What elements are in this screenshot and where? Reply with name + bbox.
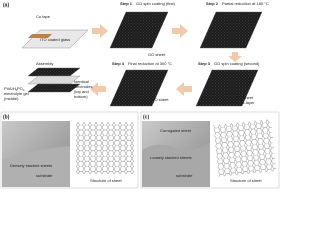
step-2: Step 2 Partial reduction at 180 °C	[199, 1, 269, 49]
annotation: Cu tape	[36, 14, 51, 19]
step-desc: GO spin coating (second)	[214, 61, 260, 66]
panel-label: (a)	[3, 2, 9, 8]
caption: Structure of sheet	[230, 178, 262, 183]
annotation: GO sheet	[236, 95, 254, 100]
annotation-sub: 4	[23, 89, 25, 92]
annotation: Assembly	[36, 61, 53, 66]
panel-frame	[0, 111, 139, 189]
slab	[195, 69, 259, 107]
step-title: Step 1	[120, 1, 133, 6]
annotation: substrate	[176, 173, 193, 178]
annotation: Identical	[74, 79, 89, 84]
step-title: Step 3	[198, 61, 211, 66]
annotation: ITO coated glass	[40, 37, 70, 42]
panel-label: (b)	[3, 114, 10, 120]
step-title: Step 4	[112, 61, 125, 66]
annotation: multi-layer	[236, 100, 255, 105]
step-desc: GO spin coating (first)	[136, 1, 176, 6]
panel-label: (c)	[143, 114, 149, 120]
arrows	[90, 24, 242, 96]
annotation: PO	[17, 86, 23, 91]
sem-layer	[2, 146, 70, 187]
step-desc: Final reduction at 300 °C	[128, 61, 172, 66]
step-4: Step 4 Final reduction at 300 °C rGO she…	[109, 61, 172, 107]
annotation: substrate	[36, 173, 53, 178]
slab	[109, 69, 169, 107]
slab	[199, 11, 263, 49]
annotation: (top and	[74, 89, 89, 94]
annotation: Loosely stacked sheets	[150, 155, 192, 160]
step-3: Step 3 GO spin coating (second) GO sheet…	[195, 61, 260, 107]
step-title: Step 2	[206, 1, 219, 6]
annotation: Densely stacked sheets	[10, 163, 52, 168]
sem-layer	[142, 142, 210, 187]
annotation: electrodes	[74, 84, 92, 89]
annotation: Corrugated sheet	[160, 128, 192, 133]
lattice	[213, 119, 277, 177]
annotation-sub: 3	[16, 89, 18, 92]
annotation: PVA/H	[4, 86, 16, 91]
annotation: electrolyte gel	[4, 91, 29, 96]
panel-frame	[140, 111, 280, 189]
annotation: bottom)	[74, 94, 88, 99]
annotation: rGO sheet	[150, 97, 169, 102]
caption: Structure of sheet	[90, 178, 122, 183]
step-desc: Partial reduction at 180 °C	[222, 1, 269, 6]
figure: (a) Cu tape ITO coated glass Step 1 GO s…	[0, 1, 280, 189]
annotation: GO sheet	[148, 52, 166, 57]
cu-tape	[28, 34, 53, 38]
lattice	[76, 122, 134, 174]
assembly: Assembly PVA/H 3 PO 4 electrolyte gel (m…	[4, 61, 92, 101]
annotation: (middle)	[4, 96, 19, 101]
slab	[109, 11, 169, 49]
step-1: Step 1 GO spin coating (first) GO sheet	[109, 1, 176, 57]
